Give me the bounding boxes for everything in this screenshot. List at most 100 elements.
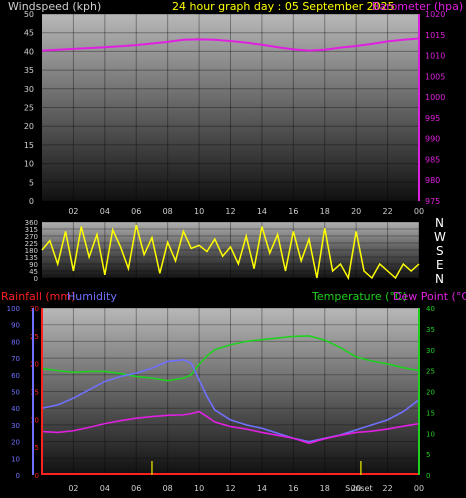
tick-label: 180 bbox=[25, 247, 38, 255]
tick-label: 45 bbox=[24, 29, 34, 38]
tick-label: 5 bbox=[35, 444, 39, 452]
tick-label: 50 bbox=[24, 10, 34, 19]
tick-label: 225 bbox=[25, 240, 38, 248]
tick-label: 80 bbox=[11, 338, 20, 346]
tick-label: 30 bbox=[24, 85, 34, 94]
tick-label: 08 bbox=[163, 207, 173, 216]
dewpoint-axis-label: Dew Point (°C) bbox=[393, 290, 466, 303]
tick-label: 25 bbox=[30, 333, 39, 341]
tick-label: 135 bbox=[25, 254, 38, 262]
tick-label: 14 bbox=[257, 207, 267, 216]
tick-label: 25 bbox=[24, 104, 34, 113]
compass-labels: N W S E N bbox=[434, 216, 446, 286]
tick-label: 0 bbox=[426, 472, 430, 480]
tick-label: 16 bbox=[288, 484, 298, 493]
tick-label: 70 bbox=[11, 355, 20, 363]
wind-direction-line bbox=[41, 224, 420, 281]
tick-label: 1005 bbox=[425, 72, 445, 81]
tick-label: 06 bbox=[131, 207, 141, 216]
tick-label: 20 bbox=[24, 122, 34, 131]
tick-label: 0 bbox=[35, 472, 39, 480]
tick-label: 995 bbox=[425, 114, 440, 123]
tick-label: 02 bbox=[68, 207, 78, 216]
barometer-line bbox=[41, 37, 420, 52]
tick-label: 15 bbox=[30, 389, 39, 397]
tick-label: 18 bbox=[320, 207, 330, 216]
tick-label: 35 bbox=[426, 326, 435, 334]
tick-label: 10 bbox=[24, 160, 34, 169]
tick-label: 10 bbox=[426, 430, 435, 438]
tick-label: 0 bbox=[29, 197, 34, 206]
compass-label: E bbox=[436, 258, 444, 272]
tick-label: 1020 bbox=[425, 10, 445, 19]
humidity-line bbox=[41, 358, 420, 443]
tick-label: 14 bbox=[257, 484, 267, 493]
temperature-line bbox=[41, 335, 420, 382]
tick-label: 1010 bbox=[425, 52, 445, 61]
tick-label: 35 bbox=[24, 66, 34, 75]
tick-label: 10 bbox=[30, 416, 39, 424]
tick-label: 50 bbox=[11, 389, 20, 397]
tick-label: 40 bbox=[11, 405, 20, 413]
sunset-label: Sunset bbox=[345, 484, 372, 493]
dewpoint-line bbox=[41, 410, 420, 445]
tick-label: 15 bbox=[24, 141, 34, 150]
tick-label: 12 bbox=[225, 484, 235, 493]
tick-label: 00 bbox=[414, 484, 424, 493]
tick-label: 10 bbox=[194, 207, 204, 216]
tick-label: 02 bbox=[68, 484, 78, 493]
tick-label: 0 bbox=[16, 472, 20, 480]
windspeed-tick-labels: 0 5 10 15 20 25 30 35 40 45 50 bbox=[24, 10, 34, 206]
tick-label: 00 bbox=[414, 207, 424, 216]
tick-label: 5 bbox=[426, 451, 430, 459]
tick-label: 30 bbox=[11, 422, 20, 430]
tick-label: 15 bbox=[426, 409, 435, 417]
tick-label: 30 bbox=[426, 347, 435, 355]
temperature-axis-label: Temperature (°C) bbox=[311, 290, 407, 303]
tick-label: 60 bbox=[11, 372, 20, 380]
rainfall-axis-label: Rainfall (mm) bbox=[1, 290, 75, 303]
bottom-grid bbox=[42, 307, 420, 476]
tick-label: 04 bbox=[100, 207, 110, 216]
tick-label: 20 bbox=[11, 439, 20, 447]
sun-markers: Sunset bbox=[151, 461, 373, 493]
temperature-tick-labels: 0 5 10 15 20 25 30 35 40 bbox=[426, 305, 435, 480]
barometer-tick-labels: 975 980 985 990 995 1000 1005 1010 1015 1020 bbox=[425, 10, 445, 206]
tick-label: 40 bbox=[426, 305, 435, 313]
compass-label: N bbox=[435, 216, 444, 230]
tick-label: 5 bbox=[29, 178, 34, 187]
top-grid bbox=[42, 13, 420, 202]
tick-label: 22 bbox=[382, 207, 392, 216]
tick-label: 45 bbox=[29, 268, 38, 276]
compass-label: W bbox=[434, 230, 446, 244]
tick-label: 270 bbox=[25, 233, 38, 241]
tick-label: 100 bbox=[7, 305, 20, 313]
tick-label: 90 bbox=[29, 261, 38, 269]
tick-label: 20 bbox=[351, 484, 361, 493]
tick-label: 25 bbox=[426, 368, 435, 376]
tick-label: 18 bbox=[320, 484, 330, 493]
bottom-plot-area bbox=[42, 308, 419, 475]
tick-label: 16 bbox=[288, 207, 298, 216]
tick-label: 04 bbox=[100, 484, 110, 493]
graph-title: 24 hour graph day : 05 September 2025 bbox=[172, 0, 395, 13]
tick-label: 20 bbox=[30, 361, 39, 369]
rainfall-tick-labels: 0 5 10 15 20 25 30 bbox=[30, 305, 39, 480]
tick-label: 08 bbox=[163, 484, 173, 493]
tick-label: 20 bbox=[351, 207, 361, 216]
barometer-series bbox=[41, 37, 420, 52]
tick-label: 10 bbox=[11, 455, 20, 463]
tick-label: 975 bbox=[425, 197, 440, 206]
tick-label: 40 bbox=[24, 47, 34, 56]
top-x-tick-labels: 02 04 06 08 10 12 14 16 18 20 22 00 bbox=[68, 207, 424, 216]
bottom-series bbox=[41, 335, 420, 475]
tick-label: 06 bbox=[131, 484, 141, 493]
wind-direction-series bbox=[41, 224, 420, 281]
tick-label: 12 bbox=[225, 207, 235, 216]
compass-label: N bbox=[435, 272, 444, 286]
tick-label: 985 bbox=[425, 155, 440, 164]
tick-label: 1015 bbox=[425, 31, 445, 40]
tick-label: 980 bbox=[425, 176, 440, 185]
